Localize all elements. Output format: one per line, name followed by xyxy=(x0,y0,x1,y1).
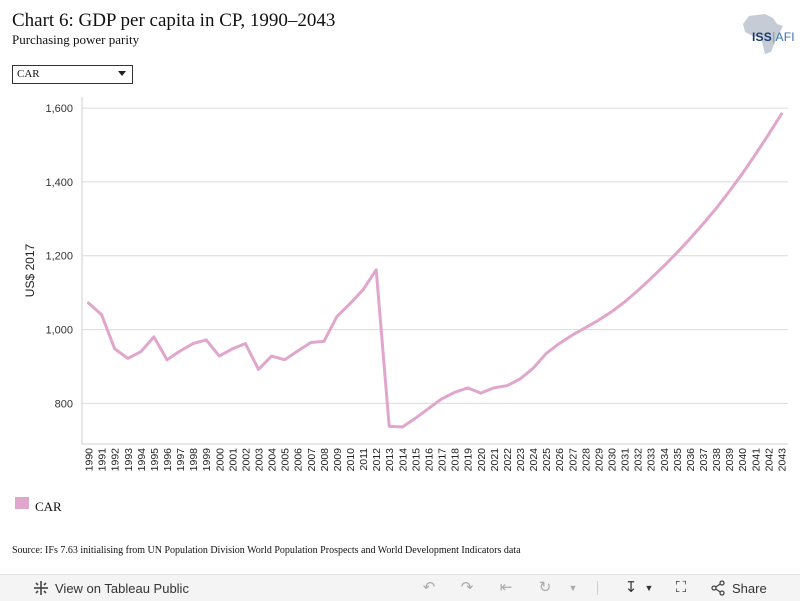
x-tick-label: 1991 xyxy=(97,448,109,472)
y-tick-label: 1,400 xyxy=(45,177,73,189)
chart-title: Chart 6: GDP per capita in CP, 1990–2043 xyxy=(12,10,336,31)
x-tick-label: 2040 xyxy=(737,448,749,472)
x-tick-label: 2001 xyxy=(227,448,239,472)
undo-icon[interactable]: ↶ xyxy=(422,579,436,596)
x-tick-label: 2012 xyxy=(371,448,383,472)
x-tick-label: 2002 xyxy=(240,448,252,472)
x-tick-label: 2008 xyxy=(319,448,331,472)
x-tick-label: 2016 xyxy=(423,448,435,472)
x-tick-label: 2014 xyxy=(397,448,409,472)
x-tick-label: 2031 xyxy=(620,448,632,472)
x-tick-label: 2011 xyxy=(358,448,370,471)
x-tick-label: 2042 xyxy=(763,448,775,472)
y-tick-label: 1,600 xyxy=(45,103,73,115)
download-icon[interactable]: ↧ xyxy=(624,579,638,596)
logo-text-afr: AFI xyxy=(775,30,795,44)
x-tick-label: 2013 xyxy=(384,448,396,472)
x-tick-label: 1995 xyxy=(149,448,161,472)
x-tick-label: 2036 xyxy=(685,448,697,472)
x-tick-label: 2003 xyxy=(254,448,266,472)
x-tick-label: 2017 xyxy=(437,448,449,472)
share-icon xyxy=(711,580,725,596)
x-tick-label: 2010 xyxy=(345,448,357,472)
x-tick-label: 2005 xyxy=(280,448,292,472)
x-tick-label: 2006 xyxy=(293,448,305,472)
x-tick-label: 2043 xyxy=(776,448,788,472)
x-tick-label: 2007 xyxy=(306,448,318,472)
x-tick-label: 2015 xyxy=(410,448,422,472)
chevron-down-icon xyxy=(118,71,126,76)
revert-icon[interactable]: ⇤ xyxy=(499,579,513,596)
x-tick-label: 2020 xyxy=(476,448,488,472)
x-tick-label: 2019 xyxy=(463,448,475,472)
x-tick-label: 2026 xyxy=(554,448,566,472)
x-tick-label: 2018 xyxy=(450,448,462,472)
x-tick-label: 1990 xyxy=(84,448,96,472)
x-tick-label: 1994 xyxy=(136,448,148,472)
view-on-tableau-link[interactable]: View on Tableau Public xyxy=(33,580,189,596)
share-label: Share xyxy=(732,580,767,596)
y-tick-label: 800 xyxy=(55,398,73,410)
x-tick-label: 2037 xyxy=(698,448,710,472)
tableau-logo-icon xyxy=(34,581,48,595)
x-tick-label: 2039 xyxy=(724,448,736,472)
x-tick-label: 2023 xyxy=(515,448,527,472)
x-tick-label: 2000 xyxy=(214,448,226,472)
x-tick-label: 1997 xyxy=(175,448,187,472)
x-tick-label: 2027 xyxy=(567,448,579,472)
x-tick-label: 1993 xyxy=(123,448,135,472)
x-tick-label: 2028 xyxy=(580,448,592,472)
view-on-tableau-label: View on Tableau Public xyxy=(55,580,189,596)
share-button[interactable]: Share xyxy=(710,580,767,596)
x-tick-label: 1996 xyxy=(162,448,174,472)
x-tick-label: 1998 xyxy=(188,448,200,472)
x-tick-label: 2035 xyxy=(672,448,684,472)
x-tick-label: 2034 xyxy=(659,448,671,472)
redo-icon[interactable]: ↷ xyxy=(460,579,474,596)
source-note: Source: IFs 7.63 initialising from UN Po… xyxy=(12,545,521,556)
series-line-car xyxy=(87,112,783,429)
refresh-icon[interactable]: ↻ xyxy=(538,579,552,596)
toolbar-divider xyxy=(597,581,598,595)
logo-text-iss: ISS xyxy=(752,30,772,44)
y-tick-label: 1,000 xyxy=(45,325,73,337)
fullscreen-icon[interactable]: ⛶ xyxy=(675,579,687,596)
x-tick-label: 2032 xyxy=(633,448,645,472)
legend-label: CAR xyxy=(35,499,62,514)
country-filter-dropdown[interactable]: CAR xyxy=(12,65,133,84)
x-tick-label: 2029 xyxy=(593,448,605,472)
dropdown-selected-value: CAR xyxy=(17,68,40,80)
x-tick-label: 1992 xyxy=(110,448,122,472)
chart-subtitle: Purchasing power parity xyxy=(12,32,140,47)
x-tick-label: 2022 xyxy=(502,448,514,472)
y-tick-label: 1,200 xyxy=(45,251,73,263)
x-tick-label: 1999 xyxy=(201,448,213,472)
download-dropdown-icon[interactable]: ▼ xyxy=(644,583,654,593)
x-tick-label: 2009 xyxy=(332,448,344,472)
legend-swatch xyxy=(15,497,29,509)
tableau-toolbar: View on Tableau Public ↶ ↷ ⇤ ↻ ▼ ↧ ▼ ⛶ S… xyxy=(0,574,800,601)
x-tick-label: 2021 xyxy=(489,448,501,472)
x-tick-label: 2025 xyxy=(541,448,553,472)
x-tick-label: 2033 xyxy=(646,448,658,472)
africa-map-icon xyxy=(743,14,783,54)
x-tick-label: 2041 xyxy=(750,448,762,472)
x-tick-label: 2030 xyxy=(607,448,619,472)
y-axis-label: US$ 2017 xyxy=(23,243,37,297)
refresh-dropdown-icon[interactable]: ▼ xyxy=(568,583,578,593)
x-tick-label: 2024 xyxy=(528,448,540,472)
x-tick-label: 2004 xyxy=(267,448,279,472)
x-tick-label: 2038 xyxy=(711,448,723,472)
